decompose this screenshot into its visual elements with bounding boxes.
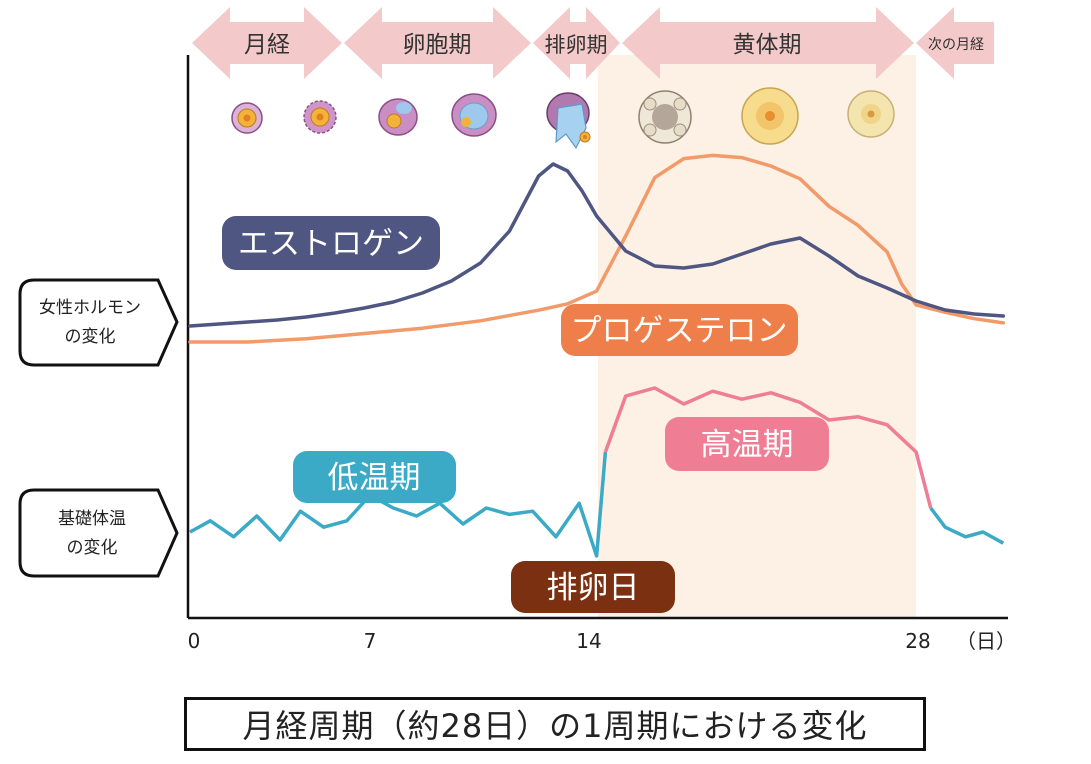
hormone-label-line-1: 女性ホルモン: [39, 298, 141, 318]
phase-arrow-next-menstruation: [916, 7, 994, 79]
high-temp-tag-label: 高温期: [701, 427, 794, 463]
follicle-icon-ovulation: [546, 92, 591, 150]
x-tick-0: 0: [188, 629, 201, 653]
temperature-line-low: [189, 451, 608, 558]
low-temp-tag: 低温期: [293, 451, 456, 503]
temperature-label-line-2: の変化: [67, 538, 118, 558]
temperature-label-line-1: 基礎体温: [58, 509, 126, 529]
estrogen-tag-label: エストロゲン: [238, 226, 424, 262]
hormone-label-line-2: の変化: [65, 327, 116, 347]
phase-label-next-menstruation: 次の月経: [928, 37, 984, 53]
phase-label-menstruation: 月経: [244, 32, 290, 58]
x-tick-14: 14: [576, 629, 601, 653]
follicle-icon-2: [303, 100, 337, 134]
temperature-side-label: 基礎体温 の変化: [18, 488, 179, 578]
caption-box: 月経周期（約28日）の1周期における変化: [184, 697, 926, 751]
follicle-icon-4: [451, 93, 497, 137]
corpus-luteum-icon-3: [847, 90, 895, 138]
phase-arrow-luteal: [622, 7, 914, 79]
caption-text: 月経周期（約28日）の1周期における変化: [242, 707, 868, 745]
phase-label-ovulatory: 排卵期: [545, 33, 608, 57]
corpus-luteum-icon-1: [638, 90, 692, 144]
phase-arrows: [192, 7, 994, 79]
x-tick-28: 28: [905, 629, 930, 653]
estrogen-line: [188, 162, 1006, 328]
follicle-illustrations: [231, 87, 895, 150]
x-unit-label: （日）: [956, 629, 1016, 653]
progesterone-line: [188, 153, 1006, 344]
temperature-line-low-next: [929, 506, 1005, 545]
phase-arrow-follicular: [344, 7, 531, 79]
phase-label-follicular: 卵胞期: [403, 32, 472, 58]
phase-arrow-ovulatory: [533, 7, 620, 79]
hormone-side-label: 女性ホルモン の変化: [18, 278, 179, 367]
ovulation-day-tag: 排卵日: [511, 561, 675, 613]
corpus-luteum-icon-2: [741, 87, 799, 145]
temperature-line-high: [603, 386, 933, 509]
progesterone-tag-label: プロゲステロン: [571, 313, 788, 349]
high-temp-tag: 高温期: [665, 417, 829, 471]
x-tick-7: 7: [364, 629, 377, 653]
follicle-icon-3: [378, 98, 418, 136]
low-temp-tag-label: 低温期: [328, 460, 421, 496]
phase-label-luteal: 黄体期: [733, 32, 802, 58]
phase-arrow-menstruation: [192, 7, 342, 79]
follicle-icon-1: [231, 102, 263, 134]
estrogen-tag: エストロゲン: [222, 216, 440, 270]
ovulation-day-tag-label: 排卵日: [547, 570, 640, 606]
progesterone-tag: プロゲステロン: [561, 304, 798, 356]
